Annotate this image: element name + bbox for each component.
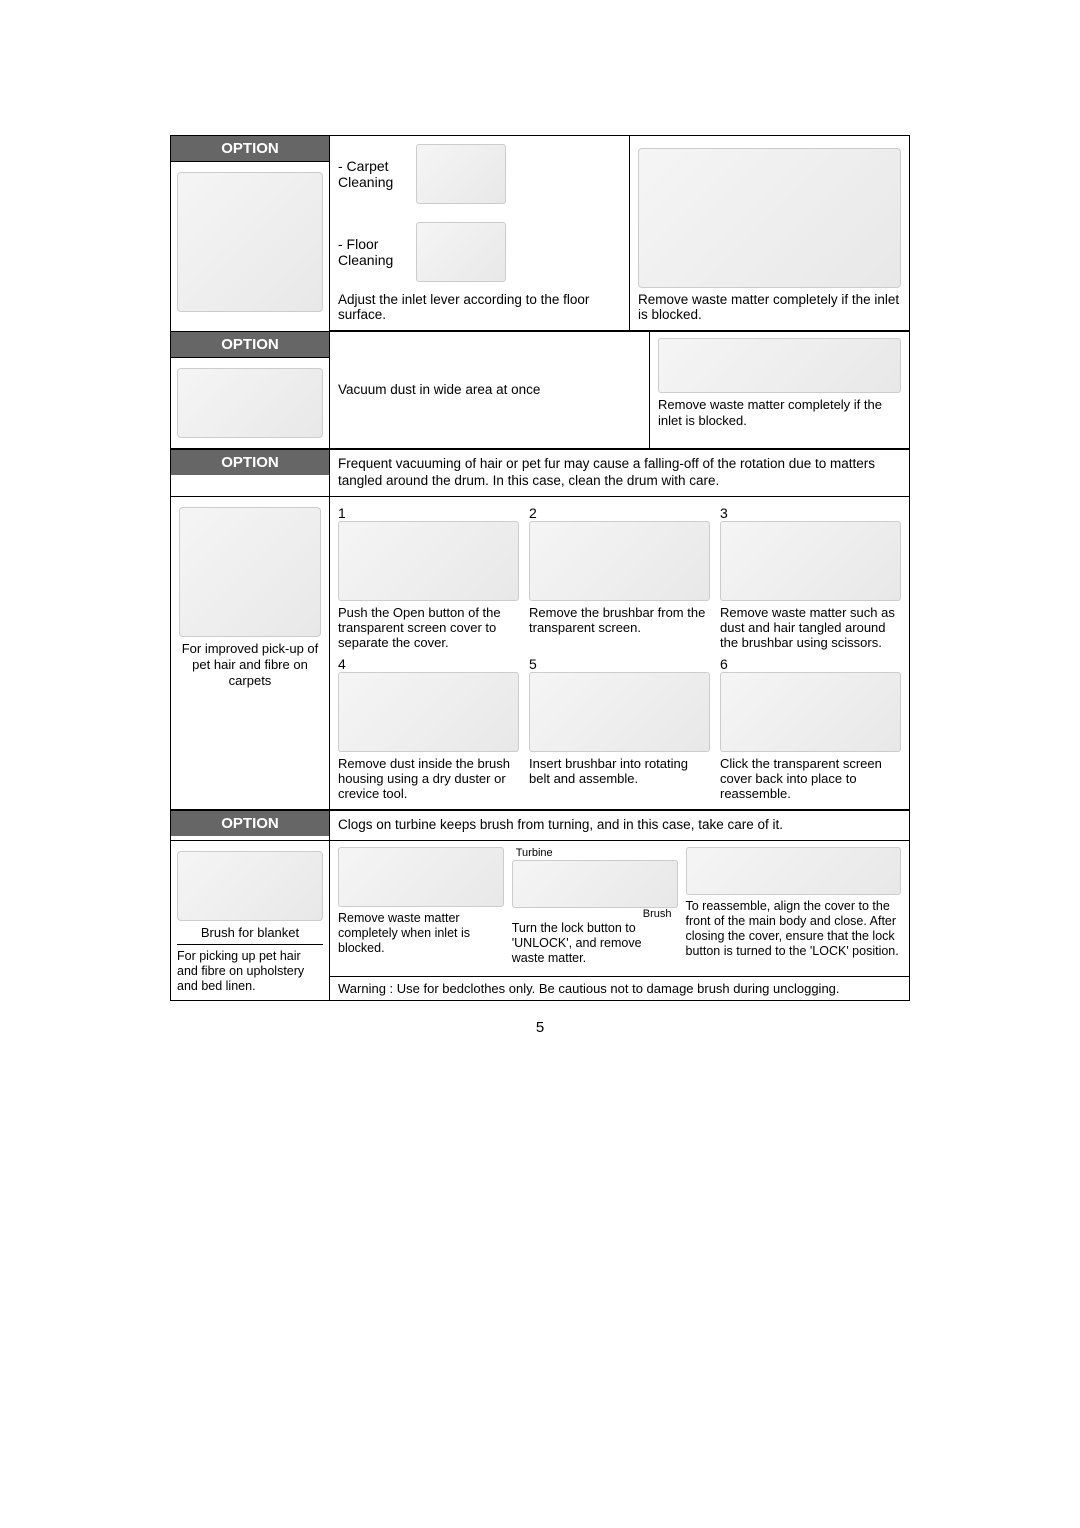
section4-columns: Remove waste matter completely when inle… bbox=[338, 847, 901, 966]
warning-text: Warning : Use for bedclothes only. Be ca… bbox=[330, 977, 910, 1001]
step4-illustration bbox=[338, 672, 519, 752]
step-text: Remove dust inside the brush housing usi… bbox=[338, 756, 519, 801]
step-2: 2 Remove the brushbar from the transpare… bbox=[529, 505, 710, 650]
sec4-col1: Remove waste matter completely when inle… bbox=[338, 847, 504, 966]
step-text: Click the transparent screen cover back … bbox=[720, 756, 901, 801]
section3-caption: For improved pick-up of pet hair and fib… bbox=[179, 641, 321, 690]
section2-left: OPTION bbox=[170, 331, 330, 449]
sec4-col3: To reassemble, align the cover to the fr… bbox=[686, 847, 901, 966]
step5-illustration bbox=[529, 672, 710, 752]
step-text: Insert brushbar into rotating belt and a… bbox=[529, 756, 710, 786]
remove-text-2: Remove waste matter completely if the in… bbox=[658, 397, 901, 430]
step-3: 3 Remove waste matter such as dust and h… bbox=[720, 505, 901, 650]
brush-label: Brush bbox=[512, 908, 678, 921]
manual-page: OPTION - Carpet Cleaning - Floor Cleanin… bbox=[170, 135, 910, 1036]
section2-right: Remove waste matter completely if the in… bbox=[650, 331, 910, 449]
section4-left: Brush for blanket For picking up pet hai… bbox=[170, 840, 330, 1001]
step-text: Remove the brushbar from the transparent… bbox=[529, 605, 710, 635]
option-section-3: OPTION Frequent vacuuming of hair or pet… bbox=[170, 449, 910, 810]
section4-intro: Clogs on turbine keeps brush from turnin… bbox=[330, 810, 910, 840]
sec4-col2: Turbine Brush Turn the lock button to 'U… bbox=[512, 847, 678, 966]
sec4-img2 bbox=[512, 860, 678, 908]
section1-left: OPTION bbox=[170, 135, 330, 331]
step-number: 1 bbox=[338, 505, 346, 521]
option-section-4: OPTION Clogs on turbine keeps brush from… bbox=[170, 810, 910, 1001]
remove-text-1: Remove waste matter completely if the in… bbox=[638, 292, 901, 322]
step-number: 3 bbox=[720, 505, 728, 521]
step-number: 2 bbox=[529, 505, 537, 521]
step-6: 6 Click the transparent screen cover bac… bbox=[720, 656, 901, 801]
upholstery-caption: For picking up pet hair and fibre on uph… bbox=[177, 949, 323, 994]
sec4-text3: To reassemble, align the cover to the fr… bbox=[686, 899, 901, 959]
step-number: 6 bbox=[720, 656, 728, 672]
option-badge: OPTION bbox=[171, 450, 329, 475]
carpet-icon bbox=[416, 144, 506, 204]
sec4-text1: Remove waste matter completely when inle… bbox=[338, 911, 504, 956]
step-number: 5 bbox=[529, 656, 537, 672]
step-4: 4 Remove dust inside the brush housing u… bbox=[338, 656, 519, 801]
section4-left-head: OPTION bbox=[170, 810, 330, 840]
turbo-brush-illustration bbox=[179, 507, 321, 637]
step-text: Remove waste matter such as dust and hai… bbox=[720, 605, 901, 650]
option-badge: OPTION bbox=[171, 332, 329, 358]
step-1: 1 Push the Open button of the transparen… bbox=[338, 505, 519, 650]
section3-intro: Frequent vacuuming of hair or pet fur ma… bbox=[330, 449, 910, 496]
option-badge: OPTION bbox=[171, 136, 329, 162]
carpet-label: - Carpet Cleaning bbox=[338, 158, 408, 190]
blanket-caption: Brush for blanket bbox=[177, 925, 323, 945]
steps-grid: 1 Push the Open button of the transparen… bbox=[338, 505, 901, 801]
section1-middle: - Carpet Cleaning - Floor Cleaning Adjus… bbox=[330, 135, 630, 331]
vacuum-text: Vacuum dust in wide area at once bbox=[338, 382, 540, 399]
wide-remove-illustration bbox=[658, 338, 901, 393]
step-number: 4 bbox=[338, 656, 346, 672]
option-section-1: OPTION - Carpet Cleaning - Floor Cleanin… bbox=[170, 135, 910, 331]
turbine-label: Turbine bbox=[516, 847, 553, 860]
sec4-img3 bbox=[686, 847, 901, 895]
blanket-brush-illustration bbox=[177, 851, 323, 921]
adjust-text: Adjust the inlet lever according to the … bbox=[338, 292, 621, 322]
sec4-img1 bbox=[338, 847, 504, 907]
step1-illustration bbox=[338, 521, 519, 601]
option-badge: OPTION bbox=[171, 811, 329, 836]
section2-middle: Vacuum dust in wide area at once bbox=[330, 331, 650, 449]
floor-label: - Floor Cleaning bbox=[338, 236, 408, 268]
step-text: Push the Open button of the transparent … bbox=[338, 605, 519, 650]
step-5: 5 Insert brushbar into rotating belt and… bbox=[529, 656, 710, 801]
wide-nozzle-illustration bbox=[177, 368, 323, 438]
page-number: 5 bbox=[170, 1019, 910, 1036]
remove-waste-illustration bbox=[638, 148, 901, 288]
sec4-text2: Turn the lock button to 'UNLOCK', and re… bbox=[512, 921, 678, 966]
step3-illustration bbox=[720, 521, 901, 601]
step2-illustration bbox=[529, 521, 710, 601]
section3-left-head: OPTION bbox=[170, 449, 330, 496]
nozzle-illustration bbox=[177, 172, 323, 312]
floor-icon bbox=[416, 222, 506, 282]
section1-right: Remove waste matter completely if the in… bbox=[630, 135, 910, 331]
step6-illustration bbox=[720, 672, 901, 752]
option-section-2: OPTION Vacuum dust in wide area at once … bbox=[170, 331, 910, 449]
section3-left: For improved pick-up of pet hair and fib… bbox=[170, 496, 330, 810]
